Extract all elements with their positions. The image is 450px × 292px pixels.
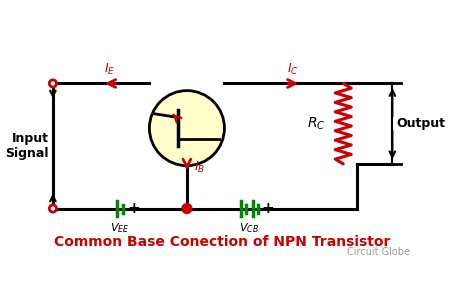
Text: $V_{CB}$: $V_{CB}$ [239,221,259,235]
Text: Output: Output [396,117,445,130]
Text: $I_B$: $I_B$ [194,160,205,175]
Text: $I_C$: $I_C$ [288,62,299,77]
Circle shape [149,91,225,166]
Circle shape [182,204,192,213]
Text: $R_C$: $R_C$ [307,115,325,132]
Text: $I_E$: $I_E$ [104,62,116,77]
Circle shape [50,80,57,87]
Text: $V_{EE}$: $V_{EE}$ [110,221,130,235]
Text: Input
Signal: Input Signal [5,132,49,160]
Text: Common Base Conection of NPN Transistor: Common Base Conection of NPN Transistor [54,234,391,248]
Text: +: + [261,201,274,216]
Text: Circuit Globe: Circuit Globe [347,247,410,257]
Text: +: + [127,201,140,216]
Text: -: - [104,201,110,216]
Circle shape [50,205,57,212]
Text: -: - [229,201,235,216]
